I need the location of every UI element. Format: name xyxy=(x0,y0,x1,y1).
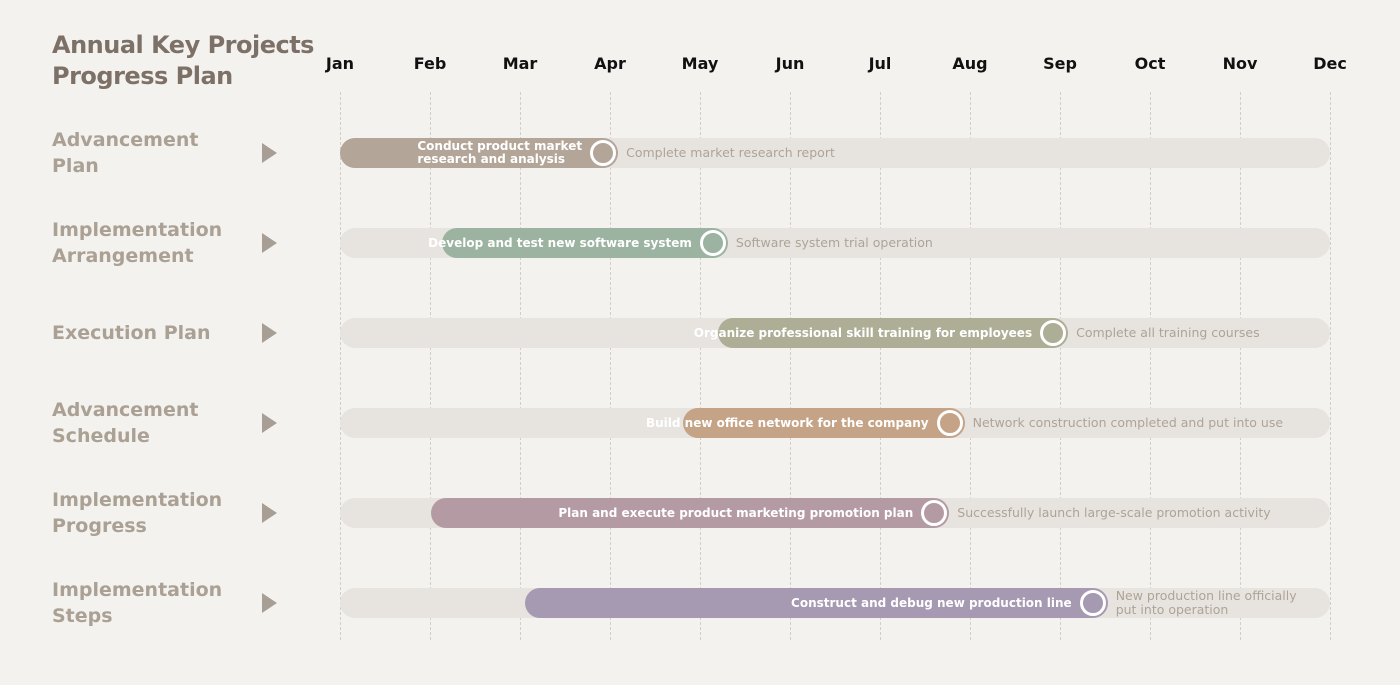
month-label: Apr xyxy=(594,54,626,73)
milestone-note: Complete market research report xyxy=(626,138,835,168)
expand-arrow-icon[interactable] xyxy=(262,233,277,253)
milestone-text: Complete market research report xyxy=(626,145,835,160)
row-category-label: Implementation Steps xyxy=(52,577,222,629)
task-text: Plan and execute product marketing promo… xyxy=(558,505,914,520)
month-gridline xyxy=(1330,92,1331,640)
category-line: Implementation xyxy=(52,219,223,241)
category-line: Advancement xyxy=(52,399,199,421)
month-label: Aug xyxy=(952,54,988,73)
category-line: Advancement xyxy=(52,129,199,151)
milestone-note: Complete all training courses xyxy=(1076,318,1260,348)
title-line: Progress Plan xyxy=(52,62,233,90)
month-gridline xyxy=(790,92,791,640)
task-text: Conduct product market research and analy… xyxy=(417,140,582,166)
task-text: Develop and test new software system xyxy=(428,235,692,250)
expand-arrow-icon[interactable] xyxy=(262,413,277,433)
milestone-text: Successfully launch large-scale promotio… xyxy=(957,505,1271,520)
month-label: Feb xyxy=(413,54,447,73)
month-label: Jun xyxy=(775,54,805,73)
month-label: Oct xyxy=(1134,54,1166,73)
month-gridline xyxy=(970,92,971,640)
milestone-text: Complete all training courses xyxy=(1076,325,1260,340)
milestone-text: Network construction completed and put i… xyxy=(972,415,1284,430)
row-category-label: Implementation Progress xyxy=(52,487,222,539)
row-category-label: Execution Plan xyxy=(52,320,222,346)
milestone-circle-icon[interactable] xyxy=(699,230,726,256)
chart-title: Annual Key Projects Progress Plan xyxy=(52,30,314,92)
category-line: Implementation xyxy=(52,489,223,511)
milestone-circle-icon[interactable] xyxy=(1040,320,1067,346)
category-line: Steps xyxy=(52,605,113,627)
category-line: Progress xyxy=(52,515,147,537)
month-label: Jan xyxy=(325,54,355,73)
month-gridline xyxy=(430,92,431,640)
month-label: Nov xyxy=(1222,54,1258,73)
category-line: Plan xyxy=(52,155,99,177)
month-gridline xyxy=(610,92,611,640)
month-gridline xyxy=(880,92,881,640)
milestone-circle-icon[interactable] xyxy=(921,500,948,526)
month-gridline xyxy=(520,92,521,640)
task-bar[interactable]: Organize professional skill training for… xyxy=(694,318,1069,348)
task-label: Build new office network for the company xyxy=(646,408,929,438)
category-line: Implementation xyxy=(52,579,223,601)
task-text-line: Conduct product market xyxy=(417,139,583,153)
milestone-text-line: put into operation xyxy=(1115,602,1229,617)
month-gridline xyxy=(1150,92,1151,640)
month-gridline xyxy=(1240,92,1241,640)
task-text: Construct and debug new production line xyxy=(791,595,1072,610)
month-label: Mar xyxy=(502,54,538,73)
month-gridline xyxy=(340,92,341,640)
task-text: Build new office network for the company xyxy=(645,415,929,430)
category-line: Arrangement xyxy=(52,245,194,267)
milestone-note: Software system trial operation xyxy=(736,228,933,258)
task-bar[interactable]: Build new office network for the company xyxy=(646,408,965,438)
month-gridline xyxy=(700,92,701,640)
milestone-note: Successfully launch large-scale promotio… xyxy=(957,498,1270,528)
row-category-label: Advancement Plan xyxy=(52,127,222,179)
title-line: Annual Key Projects xyxy=(52,31,314,59)
month-gridline xyxy=(1060,92,1061,640)
task-bar[interactable]: Plan and execute product marketing promo… xyxy=(430,498,950,528)
milestone-text: New production line officially put into o… xyxy=(1116,589,1297,617)
task-label: Conduct product market research and analy… xyxy=(350,138,582,168)
task-bar[interactable]: Construct and debug new production line xyxy=(525,588,1108,618)
task-text: Organize professional skill training for… xyxy=(693,325,1033,340)
task-label: Plan and execute product marketing promo… xyxy=(441,498,913,528)
row-category-label: Implementation Arrangement xyxy=(52,217,222,269)
milestone-circle-icon[interactable] xyxy=(590,140,617,166)
task-label: Organize professional skill training for… xyxy=(694,318,1032,348)
task-label: Develop and test new software system xyxy=(428,228,692,258)
milestone-text-line: New production line officially xyxy=(1115,588,1297,603)
task-bar[interactable]: Conduct product market research and analy… xyxy=(340,138,619,168)
month-label: Dec xyxy=(1313,54,1347,73)
month-label: May xyxy=(681,54,719,73)
milestone-note: Network construction completed and put i… xyxy=(973,408,1283,438)
task-label: Construct and debug new production line xyxy=(535,588,1072,618)
milestone-circle-icon[interactable] xyxy=(1079,590,1106,616)
row-category-label: Advancement Schedule xyxy=(52,397,222,449)
expand-arrow-icon[interactable] xyxy=(262,323,277,343)
expand-arrow-icon[interactable] xyxy=(262,593,277,613)
expand-arrow-icon[interactable] xyxy=(262,143,277,163)
milestone-text: Software system trial operation xyxy=(735,235,933,250)
category-line: Schedule xyxy=(52,425,150,447)
milestone-note: New production line officially put into o… xyxy=(1116,588,1297,618)
month-label: Jul xyxy=(868,54,892,73)
task-text-line: research and analysis xyxy=(417,152,566,166)
milestone-circle-icon[interactable] xyxy=(936,410,963,436)
month-label: Sep xyxy=(1043,54,1077,73)
category-line: Execution Plan xyxy=(52,322,211,344)
expand-arrow-icon[interactable] xyxy=(262,503,277,523)
task-bar[interactable]: Develop and test new software system xyxy=(428,228,728,258)
